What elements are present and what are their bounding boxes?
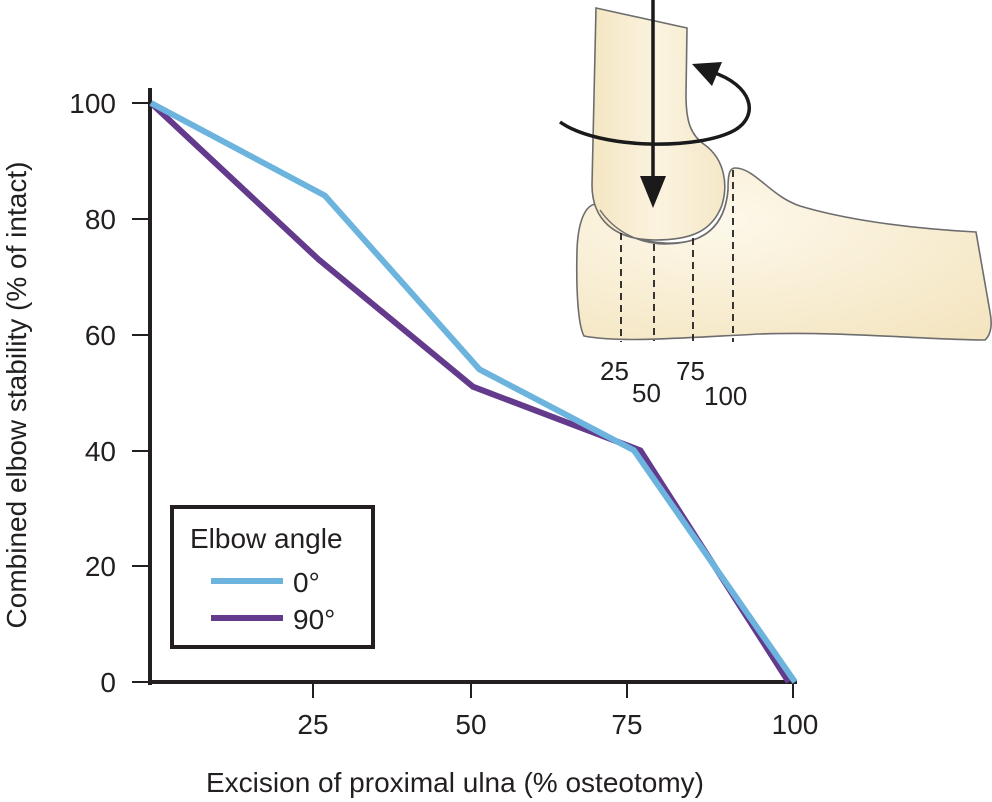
y-tick-60: 60 [85,320,116,351]
plot-area [148,100,798,684]
elbow-illustration: 25 50 75 100 [558,0,992,411]
legend-label-90deg: 90° [293,604,335,635]
axial-arrowhead-icon [640,176,666,208]
osteotomy-label-25: 25 [600,356,629,386]
x-axis: 25 50 75 100 Excision of proximal ulna (… [148,680,819,798]
rotation-arrowhead-icon [692,62,722,86]
legend-label-0deg: 0° [293,567,320,598]
series-line-0deg [149,100,798,684]
osteotomy-lines [620,170,734,342]
y-tick-40: 40 [85,436,116,467]
humerus-bone [591,7,726,241]
y-tick-100: 100 [69,88,116,119]
y-axis: 0 20 40 60 80 100 Combined elbow stabili… [1,88,152,698]
osteotomy-label-100: 100 [704,381,747,411]
legend-title: Elbow angle [190,523,343,554]
osteotomy-label-50: 50 [632,378,661,408]
x-tick-75: 75 [611,709,642,740]
x-tick-25: 25 [297,709,328,740]
y-tick-80: 80 [85,204,116,235]
legend: Elbow angle 0° 90° [170,505,375,649]
x-tick-50: 50 [455,709,486,740]
x-tick-100: 100 [772,709,819,740]
joint-line [599,189,729,245]
y-axis-label: Combined elbow stability (% of intact) [1,162,32,629]
y-tick-20: 20 [85,551,116,582]
y-tick-0: 0 [100,667,116,698]
x-axis-label: Excision of proximal ulna (% osteotomy) [206,767,704,798]
rotation-arrow-icon [558,70,751,146]
osteotomy-label-75: 75 [676,356,705,386]
